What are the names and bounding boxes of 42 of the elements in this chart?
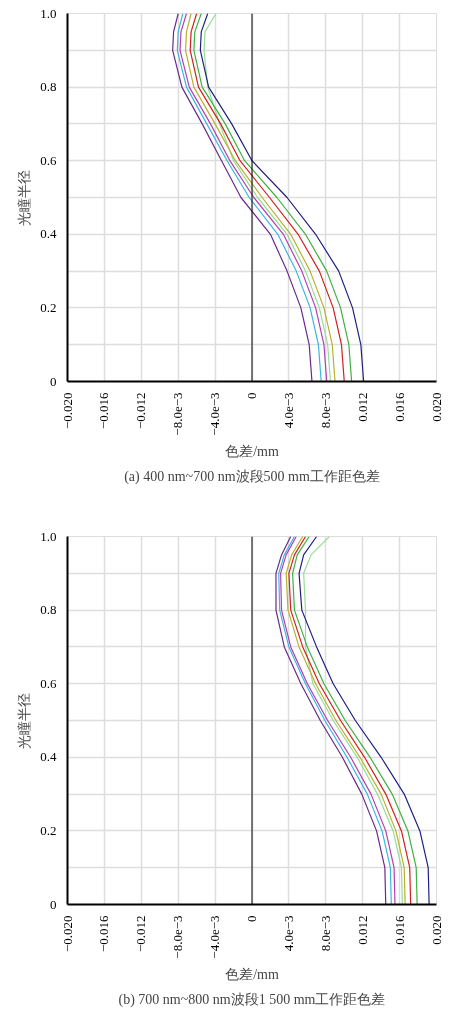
- y-tick-label: 0.6: [40, 675, 57, 691]
- x-tick-label: 0.016: [391, 392, 407, 422]
- x-axis-title: 色差/mm: [225, 966, 279, 982]
- x-tick-label: −0.020: [59, 915, 75, 953]
- x-tick-label: −0.016: [96, 392, 112, 430]
- x-tick-label: 0.016: [391, 915, 407, 945]
- x-tick-label: 8.0e−3: [317, 915, 333, 952]
- y-tick-label: 0.8: [40, 79, 57, 95]
- x-tick-label: −0.012: [133, 915, 149, 953]
- line-series: [303, 536, 403, 905]
- y-axis-title: 光瞳半径: [17, 169, 33, 226]
- y-tick-label: 0: [50, 373, 57, 389]
- x-axis-title: 色差/mm: [225, 443, 279, 459]
- x-tick-label: 0.012: [354, 915, 370, 945]
- text: (b) 700 nm~800 nm波段1 500 mm工作距色差: [118, 991, 386, 1008]
- x-tick-label: −0.012: [133, 392, 149, 430]
- x-tick-label: −8.0e−3: [170, 392, 186, 436]
- y-tick-label: 0.4: [40, 749, 57, 765]
- y-tick-label: 0.2: [40, 299, 57, 315]
- x-tick-label: 4.0e−3: [280, 915, 296, 952]
- x-tick-label: −4.0e−3: [207, 392, 223, 436]
- x-tick-label: 0.020: [428, 915, 444, 945]
- y-axis-title: 光瞳半径: [17, 692, 33, 749]
- x-tick-label: 0.012: [354, 392, 370, 422]
- x-tick-label: −0.020: [59, 392, 75, 430]
- text: (a) 400 nm~700 nm波段500 mm工作距色差: [124, 468, 380, 485]
- x-tick-label: 0: [244, 915, 259, 922]
- y-tick-label: 0.8: [40, 602, 57, 618]
- y-tick-label: 1.0: [40, 5, 57, 21]
- x-tick-label: 8.0e−3: [317, 392, 333, 429]
- x-tick-label: 0: [244, 392, 259, 399]
- x-tick-label: −8.0e−3: [170, 915, 186, 959]
- x-tick-label: −0.016: [96, 915, 112, 953]
- x-tick-label: −4.0e−3: [207, 915, 223, 959]
- x-tick-label: 4.0e−3: [280, 392, 296, 429]
- y-tick-label: 0.4: [40, 226, 57, 242]
- y-tick-label: 1.0: [40, 528, 57, 544]
- y-tick-label: 0.2: [40, 822, 57, 838]
- y-tick-label: 0: [50, 896, 57, 912]
- x-tick-label: 0.020: [428, 392, 444, 422]
- y-tick-label: 0.6: [40, 152, 57, 168]
- line-series: [203, 13, 332, 382]
